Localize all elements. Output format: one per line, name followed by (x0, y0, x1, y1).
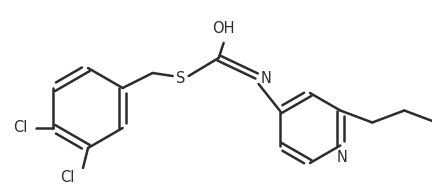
Text: Cl: Cl (60, 170, 74, 185)
Text: N: N (337, 150, 348, 164)
Text: N: N (260, 70, 272, 86)
Text: S: S (176, 70, 185, 86)
Text: Cl: Cl (13, 121, 27, 135)
Text: OH: OH (213, 21, 235, 36)
